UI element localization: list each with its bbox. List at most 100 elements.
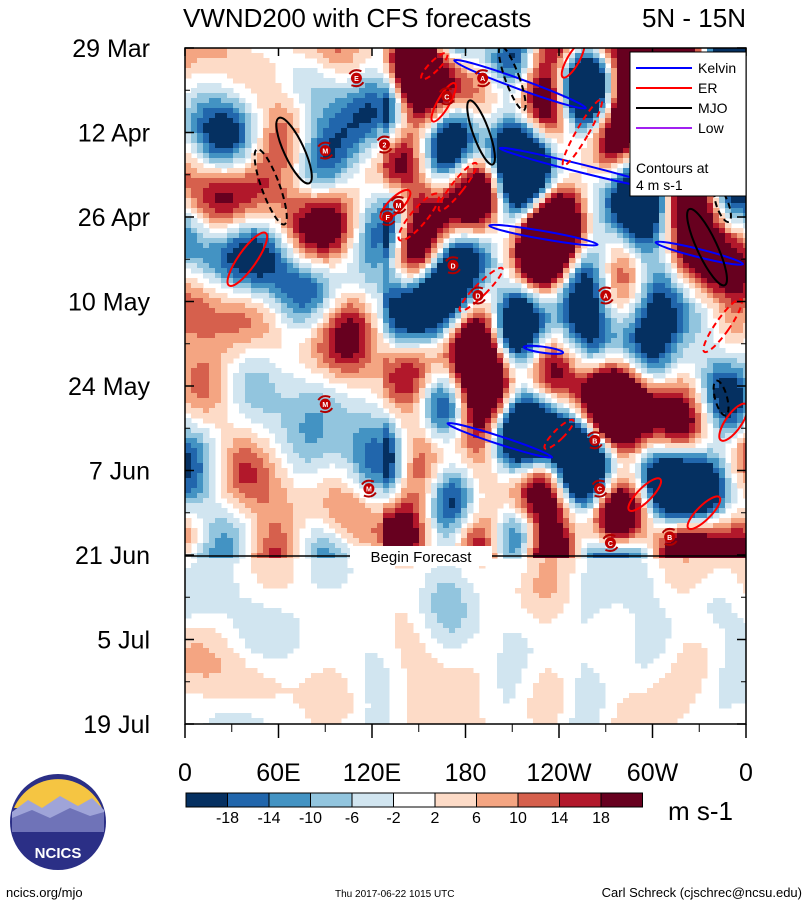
field-cell: [635, 328, 642, 334]
field-cell: [419, 158, 426, 164]
field-cell: [617, 218, 624, 224]
field-cell: [245, 278, 252, 284]
field-cell: [527, 198, 534, 204]
field-cell: [239, 298, 246, 304]
field-cell: [311, 203, 318, 209]
field-cell: [551, 118, 558, 124]
field-cell: [593, 338, 600, 344]
field-cell: [389, 168, 396, 174]
field-cell: [599, 133, 606, 139]
field-cell: [581, 83, 588, 89]
field-cell: [443, 263, 450, 269]
field-cell: [191, 268, 198, 274]
field-cell: [275, 208, 282, 214]
field-cell: [413, 153, 420, 159]
field-cell: [617, 178, 624, 184]
field-cell: [341, 243, 348, 249]
field-cell: [191, 53, 198, 59]
field-cell: [503, 173, 510, 179]
field-cell: [737, 233, 744, 239]
field-cell: [695, 218, 702, 224]
field-cell: [251, 323, 258, 329]
field-cell: [557, 138, 564, 144]
field-cell: [323, 53, 330, 59]
field-cell: [431, 123, 438, 129]
field-cell: [665, 303, 672, 309]
field-cell: [509, 108, 516, 114]
field-cell: [389, 283, 396, 289]
field-cell: [461, 183, 468, 189]
field-cell: [611, 138, 618, 144]
field-cell: [293, 288, 300, 294]
field-cell: [629, 303, 636, 309]
field-cell: [689, 313, 696, 319]
field-cell: [233, 173, 240, 179]
field-cell: [425, 323, 432, 329]
field-cell: [269, 203, 276, 209]
field-cell: [359, 98, 366, 104]
field-cell: [725, 208, 732, 214]
field-cell: [317, 273, 324, 279]
field-cell: [593, 163, 600, 169]
field-cell: [197, 103, 204, 109]
field-cell: [203, 253, 210, 259]
field-cell: [437, 193, 444, 199]
field-cell: [335, 108, 342, 114]
field-cell: [197, 98, 204, 104]
field-cell: [563, 98, 570, 104]
field-cell: [329, 118, 336, 124]
field-cell: [389, 243, 396, 249]
field-cell: [599, 88, 606, 94]
field-cell: [653, 333, 660, 339]
field-cell: [359, 123, 366, 129]
field-cell: [461, 113, 468, 119]
field-cell: [521, 98, 528, 104]
field-cell: [395, 323, 402, 329]
field-cell: [665, 308, 672, 314]
field-cell: [647, 318, 654, 324]
field-cell: [431, 158, 438, 164]
field-cell: [305, 338, 312, 344]
field-cell: [635, 338, 642, 344]
field-cell: [557, 233, 564, 239]
field-cell: [251, 238, 258, 244]
field-cell: [311, 218, 318, 224]
field-cell: [299, 238, 306, 244]
field-cell: [431, 273, 438, 279]
field-cell: [503, 288, 510, 294]
field-cell: [587, 63, 594, 69]
field-cell: [239, 288, 246, 294]
field-cell: [497, 108, 504, 114]
field-cell: [275, 123, 282, 129]
field-cell: [281, 268, 288, 274]
field-cell: [605, 48, 612, 54]
field-cell: [287, 98, 294, 104]
field-cell: [335, 258, 342, 264]
field-cell: [425, 283, 432, 289]
field-cell: [257, 138, 264, 144]
field-cell: [551, 48, 558, 54]
field-cell: [389, 193, 396, 199]
field-cell: [311, 118, 318, 124]
field-cell: [197, 318, 204, 324]
field-cell: [491, 113, 498, 119]
field-cell: [251, 223, 258, 229]
field-cell: [611, 193, 618, 199]
field-cell: [407, 153, 414, 159]
field-cell: [389, 238, 396, 244]
field-cell: [635, 213, 642, 219]
field-cell: [185, 48, 192, 54]
field-cell: [239, 223, 246, 229]
field-cell: [599, 233, 606, 239]
field-cell: [509, 198, 516, 204]
field-cell: [623, 93, 630, 99]
field-cell: [227, 158, 234, 164]
field-cell: [203, 238, 210, 244]
field-cell: [647, 268, 654, 274]
field-cell: [257, 58, 264, 64]
field-cell: [569, 198, 576, 204]
field-cell: [305, 73, 312, 79]
field-cell: [407, 203, 414, 209]
field-cell: [569, 263, 576, 269]
